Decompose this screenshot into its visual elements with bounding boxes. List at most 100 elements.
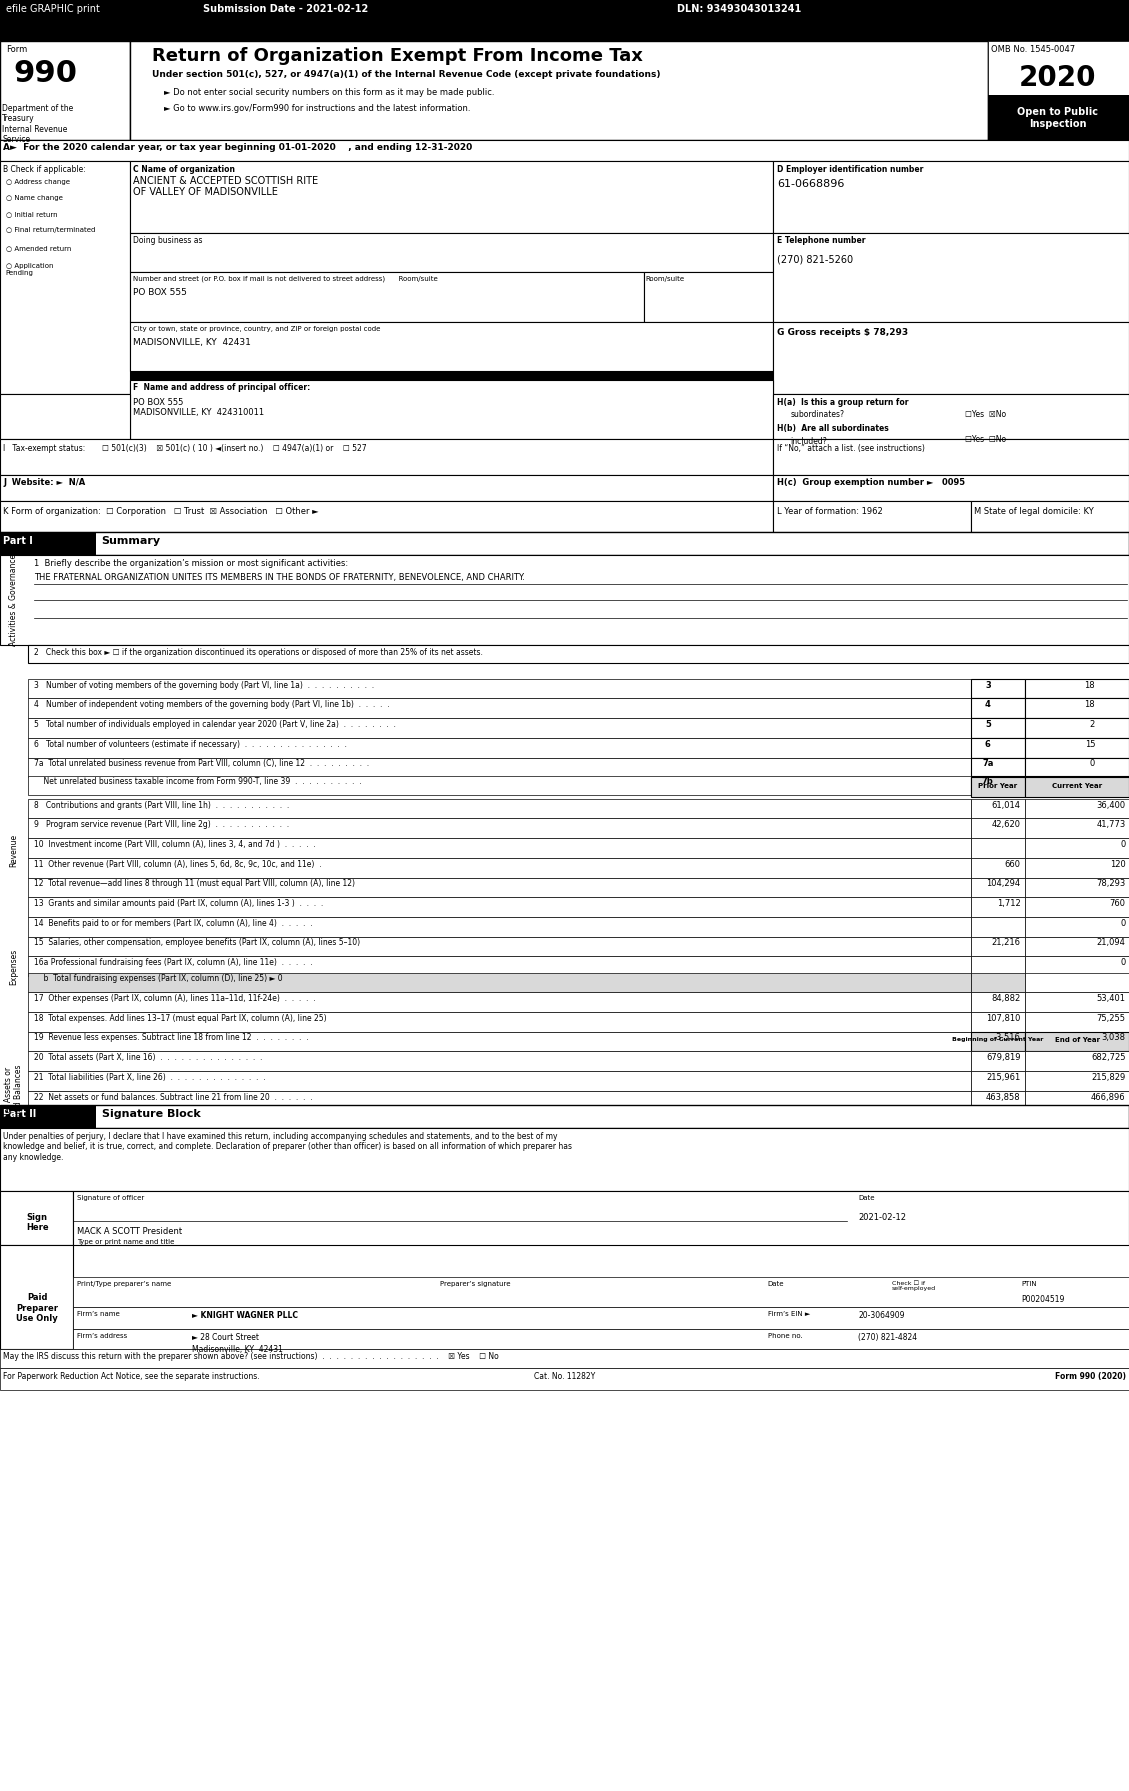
Bar: [1025, 858, 1129, 878]
Text: End of Year: End of Year: [1054, 1037, 1100, 1042]
Text: OMB No. 1545-0047: OMB No. 1545-0047: [991, 45, 1076, 54]
Bar: [130, 161, 773, 233]
Bar: [130, 233, 773, 272]
Bar: [0, 501, 773, 532]
Text: A►  For the 2020 calendar year, or tax year beginning 01-01-2020    , and ending: A► For the 2020 calendar year, or tax ye…: [3, 143, 473, 152]
Text: 21  Total liabilities (Part X, line 26)  .  .  .  .  .  .  .  .  .  .  .  .  .  : 21 Total liabilities (Part X, line 26) .…: [34, 1073, 265, 1082]
Bar: [644, 272, 773, 322]
Text: Under penalties of perjury, I declare that I have examined this return, includin: Under penalties of perjury, I declare th…: [3, 1132, 572, 1162]
Bar: [971, 777, 1025, 797]
Bar: [0, 1349, 1129, 1368]
Text: efile GRAPHIC print: efile GRAPHIC print: [6, 4, 99, 14]
Text: H(a)  Is this a group return for: H(a) Is this a group return for: [777, 398, 908, 407]
Bar: [0, 1191, 73, 1245]
Text: C Name of organization: C Name of organization: [133, 165, 235, 174]
Text: Activities & Governance: Activities & Governance: [9, 553, 18, 647]
Text: 0: 0: [1120, 840, 1126, 849]
Text: Under section 501(c), 527, or 4947(a)(1) of the Internal Revenue Code (except pr: Under section 501(c), 527, or 4947(a)(1)…: [152, 70, 660, 79]
Bar: [28, 718, 971, 738]
Bar: [130, 322, 773, 371]
Bar: [0, 1368, 1129, 1390]
Text: Paid
Preparer
Use Only: Paid Preparer Use Only: [16, 1293, 59, 1324]
Bar: [28, 758, 971, 777]
Text: Firm’s EIN ►: Firm’s EIN ►: [768, 1311, 809, 1316]
Bar: [1025, 956, 1129, 976]
Text: -3,516: -3,516: [994, 1033, 1021, 1042]
Text: 990: 990: [14, 59, 78, 88]
Bar: [971, 698, 1025, 718]
Text: ► Do not enter social security numbers on this form as it may be made public.: ► Do not enter social security numbers o…: [164, 88, 495, 97]
Text: 6   Total number of volunteers (estimate if necessary)  .  .  .  .  .  .  .  .  : 6 Total number of volunteers (estimate i…: [34, 740, 347, 749]
Bar: [1025, 878, 1129, 897]
Bar: [1025, 758, 1129, 777]
Bar: [28, 799, 971, 818]
Text: Sign
Here: Sign Here: [26, 1213, 49, 1232]
Bar: [971, 776, 1025, 795]
Bar: [28, 818, 971, 838]
Text: Net unrelated business taxable income from Form 990-T, line 39  .  .  .  .  .  .: Net unrelated business taxable income fr…: [34, 777, 361, 786]
Text: Form: Form: [6, 45, 27, 54]
Text: F  Name and address of principal officer:: F Name and address of principal officer:: [133, 383, 310, 392]
Bar: [971, 992, 1025, 1012]
Text: Form 990 (2020): Form 990 (2020): [1054, 1372, 1126, 1381]
Text: 1  Briefly describe the organization’s mission or most significant activities:: 1 Briefly describe the organization’s mi…: [34, 559, 348, 568]
Text: 75,255: 75,255: [1096, 1014, 1126, 1023]
Text: 107,810: 107,810: [987, 1014, 1021, 1023]
Bar: [28, 776, 971, 795]
Text: Return of Organization Exempt From Income Tax: Return of Organization Exempt From Incom…: [152, 47, 644, 64]
Bar: [971, 1071, 1025, 1091]
Bar: [0, 1105, 96, 1128]
Bar: [1025, 698, 1129, 718]
Text: 53,401: 53,401: [1096, 994, 1126, 1003]
Bar: [0, 394, 130, 439]
Bar: [28, 1091, 971, 1110]
Bar: [1025, 973, 1129, 992]
Bar: [28, 645, 1129, 663]
Bar: [1025, 1032, 1129, 1051]
Bar: [28, 1032, 971, 1051]
Text: Submission Date - 2021-02-12: Submission Date - 2021-02-12: [203, 4, 368, 14]
Bar: [773, 439, 1129, 475]
Text: 18: 18: [1085, 681, 1095, 690]
Text: M State of legal domicile: KY: M State of legal domicile: KY: [974, 507, 1094, 516]
Bar: [971, 718, 1025, 738]
Text: ☐ 501(c)(3)    ☒ 501(c) ( 10 ) ◄(insert no.)    ☐ 4947(a)(1) or    ☐ 527: ☐ 501(c)(3) ☒ 501(c) ( 10 ) ◄(insert no.…: [102, 444, 366, 453]
Text: 15: 15: [1085, 740, 1095, 749]
Text: 5: 5: [984, 720, 991, 729]
Bar: [971, 878, 1025, 897]
Bar: [1025, 718, 1129, 738]
Bar: [28, 1071, 971, 1091]
Text: Current Year: Current Year: [1052, 783, 1102, 788]
Bar: [28, 917, 971, 937]
Text: 20-3064909: 20-3064909: [858, 1311, 904, 1320]
Bar: [0, 555, 1129, 645]
Text: ○ Address change: ○ Address change: [6, 179, 70, 184]
Text: Firm’s address: Firm’s address: [77, 1333, 128, 1338]
Bar: [28, 956, 971, 976]
Bar: [130, 41, 988, 140]
Text: If “No,” attach a list. (see instructions): If “No,” attach a list. (see instruction…: [777, 444, 925, 453]
Text: Department of the
Treasury
Internal Revenue
Service: Department of the Treasury Internal Reve…: [2, 104, 73, 143]
Text: Type or print name and title: Type or print name and title: [77, 1239, 174, 1245]
Bar: [971, 897, 1025, 917]
Bar: [971, 818, 1025, 838]
Text: DLN: 93493043013241: DLN: 93493043013241: [677, 4, 802, 14]
Bar: [988, 41, 1129, 140]
Bar: [130, 371, 773, 380]
Bar: [773, 501, 971, 532]
Bar: [28, 698, 971, 718]
Text: 760: 760: [1110, 899, 1126, 908]
Text: 7a  Total unrelated business revenue from Part VIII, column (C), line 12  .  .  : 7a Total unrelated business revenue from…: [34, 759, 369, 768]
Bar: [0, 161, 130, 394]
Text: 2: 2: [1089, 720, 1095, 729]
Text: 215,961: 215,961: [987, 1073, 1021, 1082]
Bar: [1025, 897, 1129, 917]
Text: 18  Total expenses. Add lines 13–17 (must equal Part IX, column (A), line 25): 18 Total expenses. Add lines 13–17 (must…: [34, 1014, 326, 1023]
Text: (270) 821-5260: (270) 821-5260: [777, 254, 852, 265]
Bar: [1025, 738, 1129, 758]
Text: 7a: 7a: [982, 759, 994, 768]
Bar: [1025, 818, 1129, 838]
Bar: [0, 140, 1129, 161]
Text: Doing business as: Doing business as: [133, 236, 203, 245]
Bar: [28, 878, 971, 897]
